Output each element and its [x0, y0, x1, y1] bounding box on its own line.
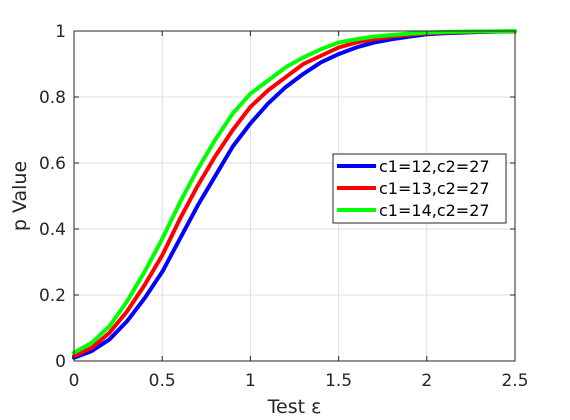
- legend-label-2: c1=13,c2=27: [379, 179, 490, 198]
- y-tick-label: 0: [55, 352, 66, 372]
- y-tick-label: 0.8: [39, 88, 66, 108]
- x-tick-label: 0: [69, 371, 80, 391]
- y-tick-label: 0.6: [39, 154, 66, 174]
- x-axis-label: Test ε: [267, 396, 322, 418]
- plot-frame: [73, 30, 516, 362]
- legend: c1=12,c2=27 c1=13,c2=27 c1=14,c2=27: [332, 153, 507, 224]
- y-tick-label: 1: [55, 22, 66, 42]
- x-tick-label: 2: [421, 371, 432, 391]
- y-axis-label: p Value: [9, 161, 31, 231]
- y-tick-label: 0.2: [39, 286, 66, 306]
- x-tick-label: 1: [245, 371, 256, 391]
- x-tick-labels: 0 0.5 1 1.5 2 2.5: [69, 371, 529, 391]
- series-lines: [72, 29, 517, 360]
- series-line-3: [72, 29, 517, 355]
- legend-label-1: c1=12,c2=27: [379, 157, 490, 176]
- x-tick-label: 2.5: [501, 371, 528, 391]
- x-tick-label: 1.5: [325, 371, 352, 391]
- x-tick-label: 0.5: [149, 371, 176, 391]
- y-tick-label: 0.4: [39, 220, 66, 240]
- legend-entries: c1=12,c2=27 c1=13,c2=27 c1=14,c2=27: [337, 157, 490, 220]
- tick-marks: [73, 30, 516, 362]
- y-tick-labels: 0 0.2 0.4 0.6 0.8 1: [39, 22, 66, 372]
- legend-label-3: c1=14,c2=27: [379, 201, 490, 220]
